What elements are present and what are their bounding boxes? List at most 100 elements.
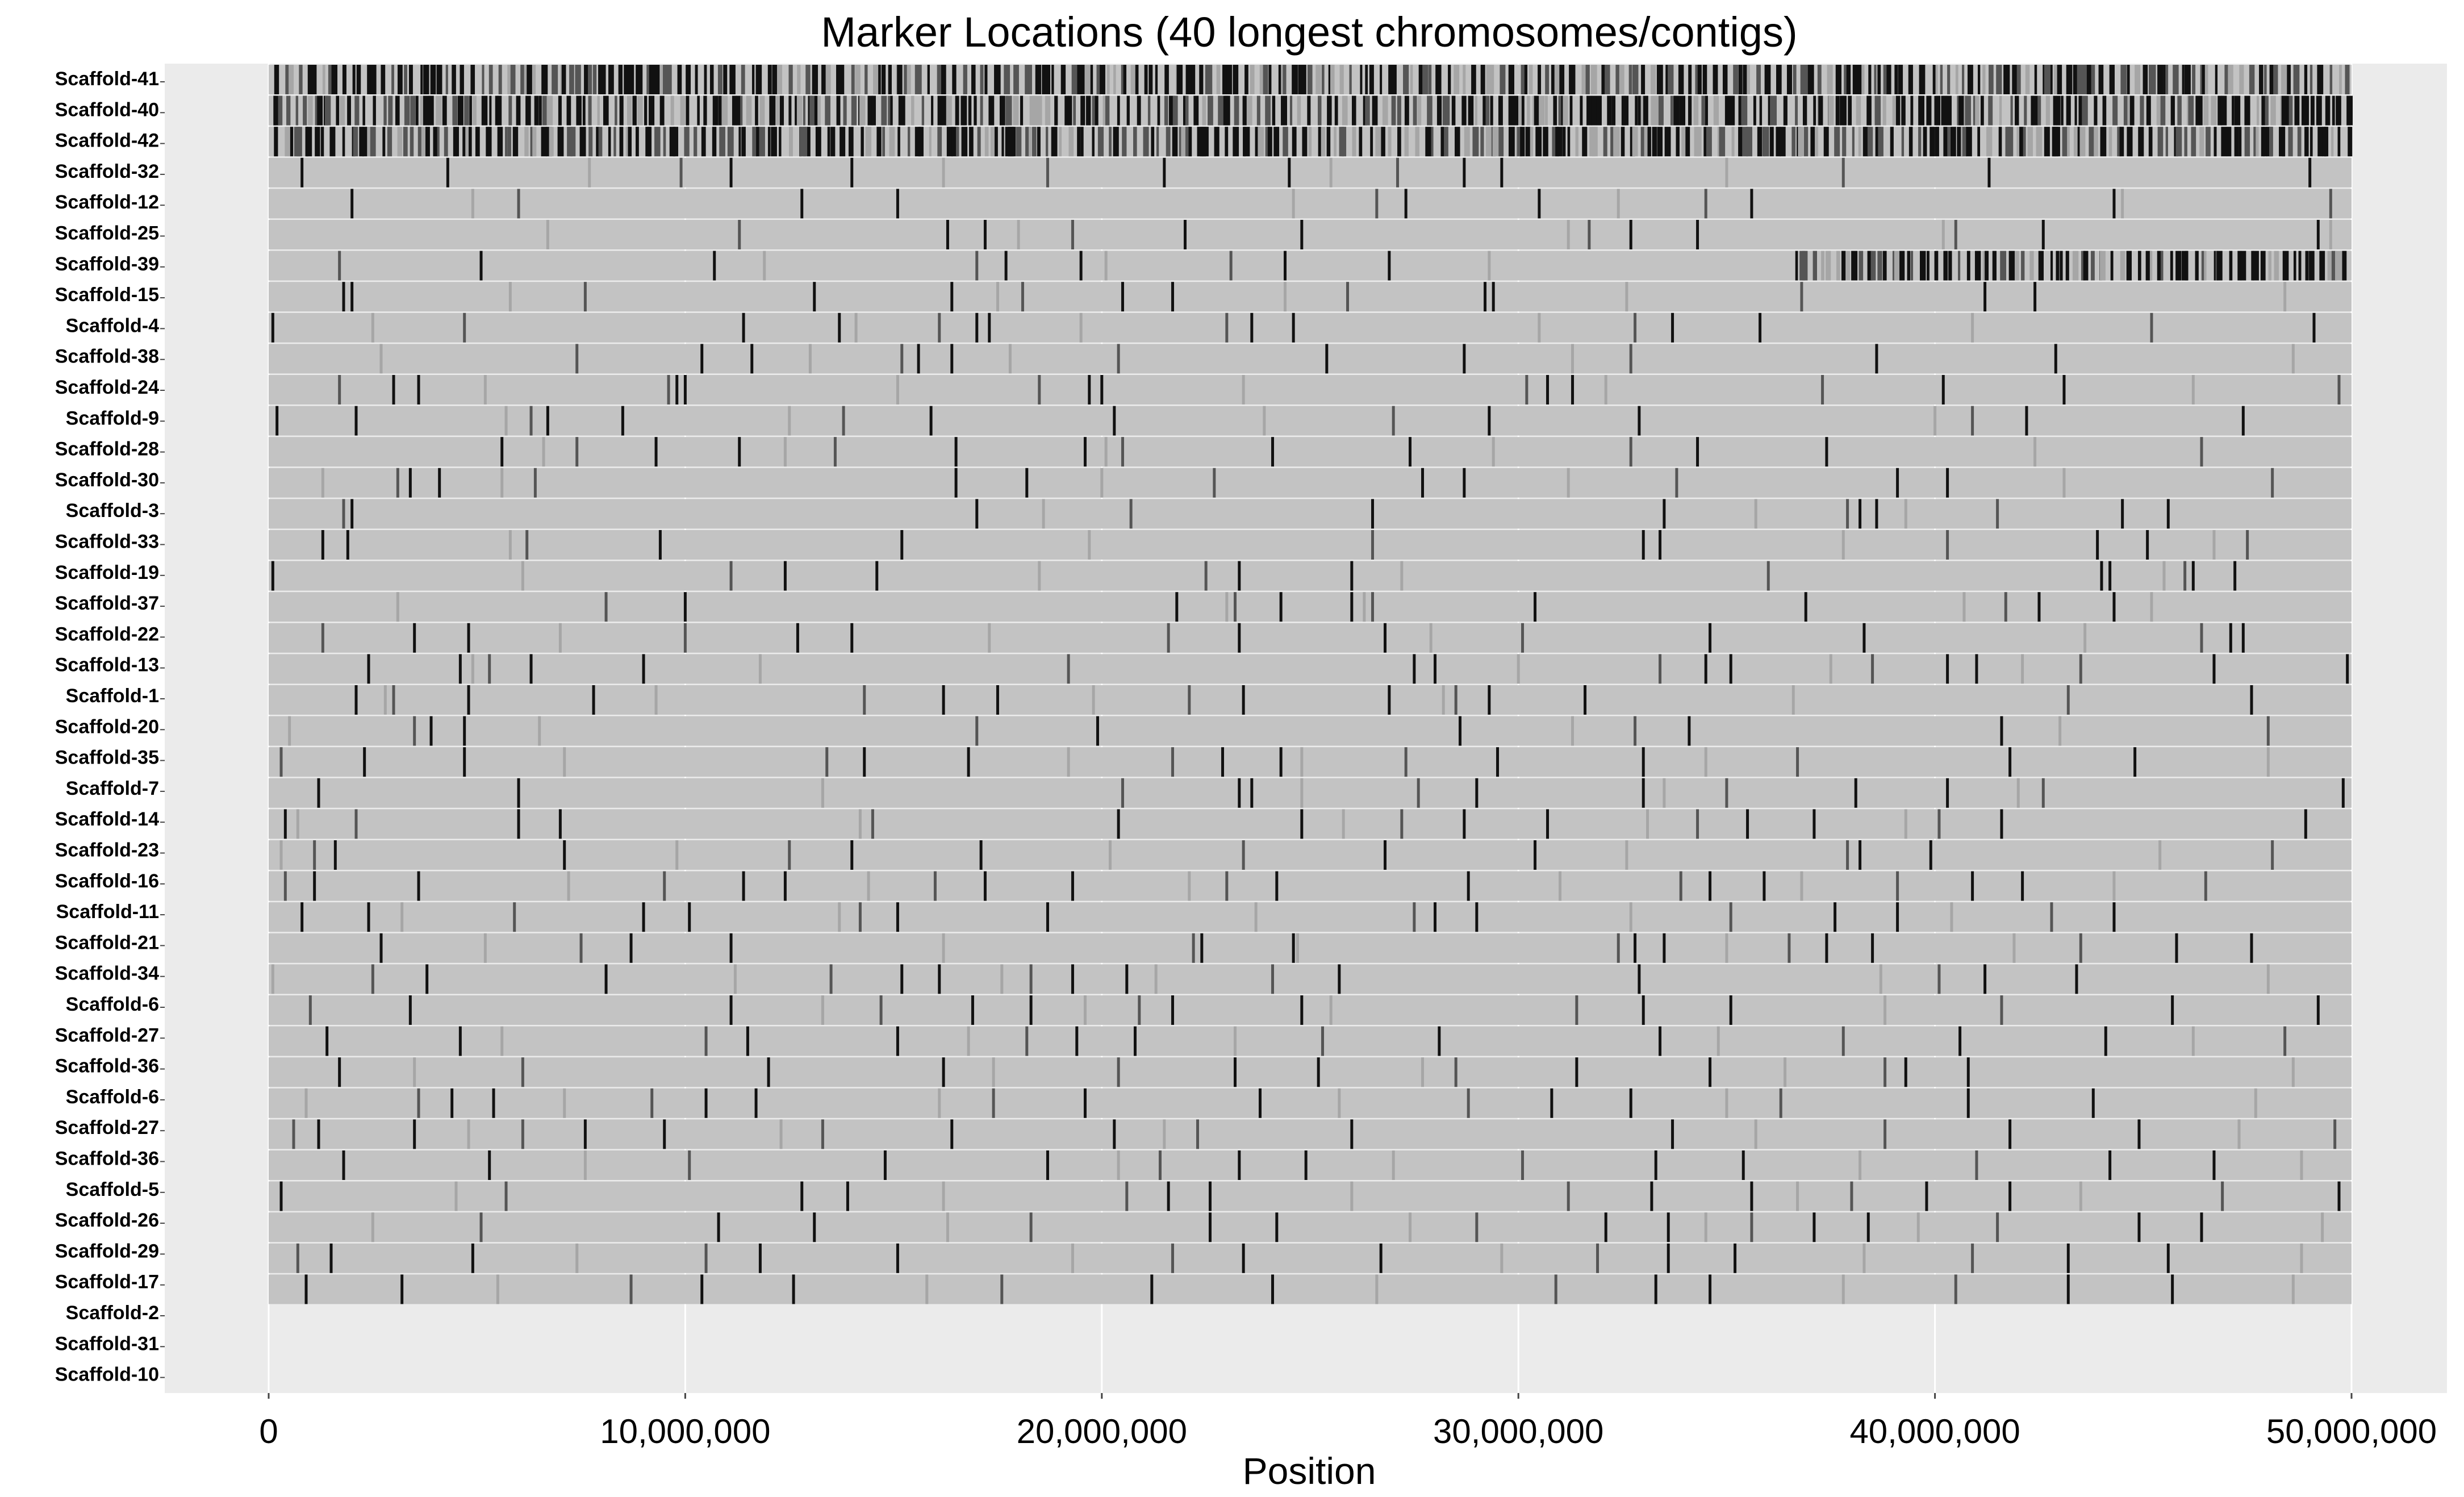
marker — [1894, 65, 1898, 94]
marker — [2293, 65, 2300, 94]
marker — [1571, 344, 1575, 374]
marker — [2108, 127, 2112, 157]
marker — [1517, 654, 1520, 684]
marker — [2325, 95, 2331, 126]
marker — [317, 95, 323, 126]
track-scaffold-28 — [269, 437, 2352, 467]
marker — [2007, 127, 2014, 157]
marker — [1216, 65, 1221, 94]
marker — [1899, 251, 1905, 281]
marker — [1113, 65, 1116, 94]
marker — [1129, 499, 1133, 529]
marker — [288, 716, 291, 746]
marker — [1092, 95, 1096, 126]
marker — [1480, 127, 1484, 157]
markers-scaffold-23 — [279, 840, 2274, 870]
marker — [1283, 251, 1287, 281]
marker — [1763, 871, 1766, 901]
marker — [379, 344, 383, 374]
marker — [342, 282, 345, 312]
marker — [421, 127, 427, 157]
marker — [878, 65, 881, 94]
marker — [1404, 95, 1409, 126]
marker — [504, 1181, 508, 1211]
marker — [1133, 1026, 1137, 1056]
marker — [1338, 964, 1341, 994]
marker — [471, 189, 474, 219]
marker — [1471, 65, 1476, 94]
marker — [324, 95, 331, 126]
marker — [1192, 933, 1195, 963]
marker — [1704, 747, 1707, 777]
marker — [654, 685, 658, 715]
marker — [1559, 65, 1565, 94]
marker — [1006, 95, 1012, 126]
marker — [1508, 65, 1514, 94]
marker — [1567, 127, 1571, 157]
marker — [1300, 809, 1304, 839]
marker — [442, 95, 447, 126]
marker — [336, 95, 340, 126]
marker — [1463, 157, 1466, 187]
marker — [1638, 95, 1641, 126]
marker — [575, 344, 579, 374]
marker — [1073, 95, 1076, 126]
marker — [1218, 95, 1223, 126]
marker — [2215, 65, 2218, 94]
marker — [1812, 1212, 1816, 1242]
marker — [2199, 95, 2203, 126]
marker — [408, 468, 412, 498]
marker — [2112, 902, 2116, 932]
marker — [673, 127, 679, 157]
marker — [629, 65, 634, 94]
marker — [917, 344, 920, 374]
marker — [694, 127, 698, 157]
x-tick-label: 50,000,000 — [2266, 1412, 2437, 1450]
marker — [956, 127, 959, 157]
marker — [2214, 127, 2217, 157]
marker — [1233, 127, 1239, 157]
marker — [888, 95, 891, 126]
marker — [758, 654, 762, 684]
marker — [1035, 65, 1042, 94]
x-tick-labels: 0 10,000,000 20,000,000 30,000,000 40,000,00… — [259, 1393, 2437, 1450]
marker — [2241, 623, 2245, 653]
marker — [1746, 809, 1749, 839]
marker — [1841, 157, 1845, 187]
marker — [1038, 561, 1041, 591]
marker — [379, 933, 383, 963]
marker — [1117, 809, 1120, 839]
marker — [896, 1243, 899, 1273]
marker — [452, 65, 456, 94]
marker — [776, 95, 779, 126]
marker — [462, 127, 466, 157]
marker — [1092, 685, 1095, 715]
marker — [475, 127, 480, 157]
marker — [2300, 1150, 2303, 1180]
marker — [1188, 127, 1192, 157]
marker — [2073, 65, 2077, 94]
marker — [929, 406, 933, 436]
marker — [2033, 282, 2037, 312]
y-tick-label: Scaffold-6 — [66, 994, 159, 1015]
marker — [927, 65, 930, 94]
marker — [990, 127, 995, 157]
y-tick-label: Scaffold-30 — [55, 469, 159, 491]
marker — [367, 654, 370, 684]
marker — [675, 840, 679, 870]
marker — [521, 1119, 524, 1149]
marker — [1916, 1212, 1920, 1242]
marker — [865, 65, 868, 94]
marker — [1926, 95, 1932, 126]
marker — [1292, 933, 1295, 963]
marker — [1017, 220, 1020, 249]
marker — [1580, 95, 1583, 126]
marker — [584, 65, 589, 94]
marker — [1882, 95, 1886, 126]
marker — [1409, 1212, 1412, 1242]
marker — [579, 127, 586, 157]
marker — [1728, 95, 1735, 126]
marker — [1359, 127, 1363, 157]
marker — [955, 95, 959, 126]
marker — [1334, 95, 1338, 126]
